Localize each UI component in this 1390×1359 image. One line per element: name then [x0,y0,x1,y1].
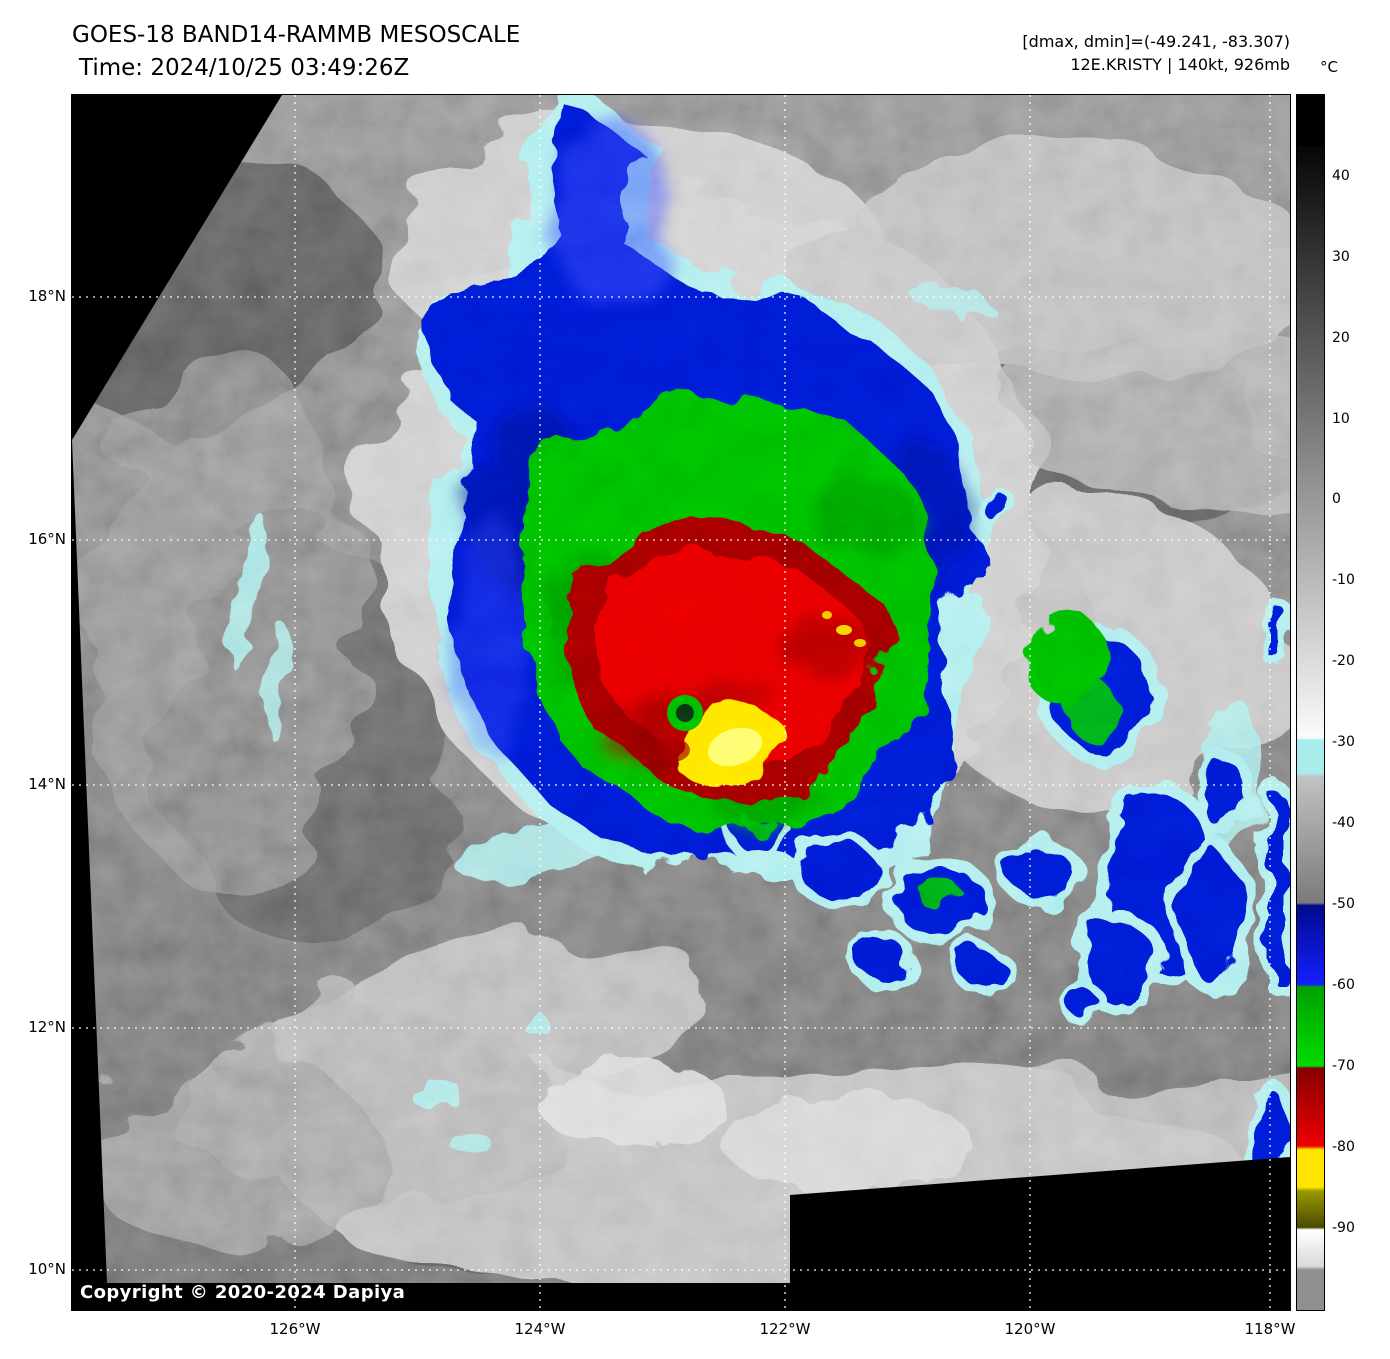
colorbar-tick: -20 [1332,653,1355,669]
temperature-colorbar [1296,94,1325,1311]
storm-info: 12E.KRISTY | 140kt, 926mb [1070,55,1290,74]
colorbar-tick: 10 [1332,411,1350,427]
lat-label-10n: 10°N [28,1260,66,1278]
lon-label-122w: 122°W [759,1320,811,1338]
dmax-dmin-readout: [dmax, dmin]=(-49.241, -83.307) [1022,32,1290,51]
colorbar-tick: -10 [1332,572,1355,588]
header-right: [dmax, dmin]=(-49.241, -83.307) 12E.KRIS… [1022,30,1290,76]
colorbar-tick: 20 [1332,330,1350,346]
timestamp: Time: 2024/10/25 03:49:26Z [79,55,410,81]
colorbar-tick: -80 [1332,1139,1355,1155]
colorbar-tick: -70 [1332,1058,1355,1074]
colorbar-tick: -30 [1332,734,1355,750]
colorbar-tick: 0 [1332,491,1341,507]
lon-label-126w: 126°W [269,1320,321,1338]
lon-label-120w: 120°W [1004,1320,1056,1338]
lat-label-12n: 12°N [28,1018,66,1036]
satellite-plot [71,94,1291,1311]
copyright-notice: Copyright © 2020-2024 Dapiya [80,1282,406,1303]
colorbar-tick: -40 [1332,815,1355,831]
colorbar-tick: -90 [1332,1220,1355,1236]
satellite-image [72,95,1290,1310]
colorbar-unit-label: °C [1320,58,1338,76]
lat-label-18n: 18°N [28,287,66,305]
streak-texture-overlay [72,95,1290,1283]
colorbar-tick: 30 [1332,249,1350,265]
data-region [72,95,1290,1283]
colorbar-tick: -60 [1332,977,1355,993]
lat-label-16n: 16°N [28,530,66,548]
gridlines [72,95,1290,1310]
colorbar-tick: 40 [1332,168,1350,184]
lat-label-14n: 14°N [28,775,66,793]
lon-label-124w: 124°W [514,1320,566,1338]
colorbar-tick: -50 [1332,896,1355,912]
page-title: GOES-18 BAND14-RAMMB MESOSCALE [72,22,521,48]
lon-label-118w: 118°W [1244,1320,1296,1338]
